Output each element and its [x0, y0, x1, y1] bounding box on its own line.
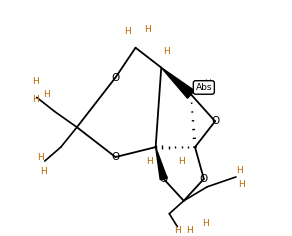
- Text: H: H: [32, 95, 39, 104]
- Text: O: O: [211, 116, 219, 126]
- Text: H: H: [202, 219, 209, 228]
- Text: H: H: [164, 47, 170, 56]
- Text: H: H: [144, 25, 151, 34]
- Text: O: O: [111, 72, 120, 83]
- Text: O: O: [159, 174, 168, 184]
- Text: H: H: [43, 90, 50, 99]
- Text: H: H: [146, 156, 153, 165]
- Text: H: H: [236, 166, 243, 175]
- Text: O: O: [111, 152, 120, 162]
- Text: H: H: [238, 180, 245, 189]
- Text: H: H: [204, 79, 211, 88]
- Polygon shape: [161, 67, 194, 98]
- Text: H: H: [178, 156, 185, 165]
- Text: H: H: [40, 168, 46, 177]
- Text: H: H: [124, 27, 131, 36]
- Text: H: H: [174, 226, 181, 235]
- Polygon shape: [156, 147, 167, 180]
- Text: Abs: Abs: [196, 83, 212, 92]
- Text: O: O: [200, 174, 208, 184]
- Text: H: H: [186, 226, 193, 235]
- Text: H: H: [37, 152, 44, 162]
- Text: H: H: [32, 77, 39, 86]
